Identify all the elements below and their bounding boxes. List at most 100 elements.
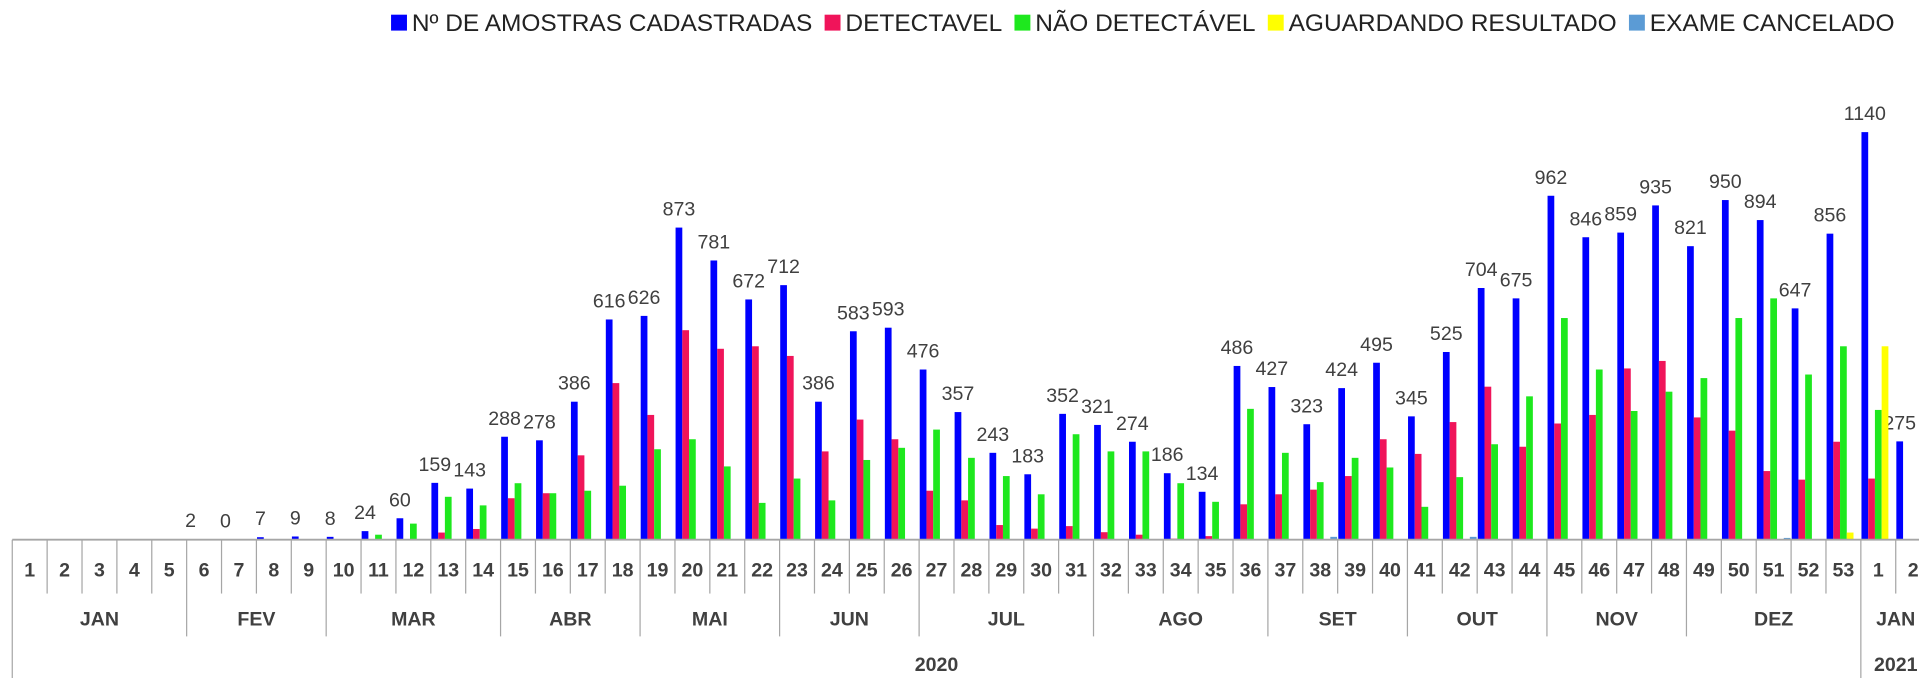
bar: [1617, 232, 1625, 540]
month-label: JUN: [830, 609, 869, 631]
data-label: 647: [1779, 279, 1812, 301]
bar: [1163, 473, 1171, 540]
bar: [786, 355, 794, 540]
x-tick-label: 9: [303, 560, 314, 582]
bar: [1735, 318, 1743, 540]
data-label: 386: [558, 373, 591, 395]
x-tick-label: 48: [1658, 560, 1680, 582]
month-label: MAR: [391, 609, 436, 631]
data-label: 386: [802, 373, 835, 395]
bar: [1728, 430, 1736, 540]
data-label: 134: [1186, 463, 1219, 485]
bar: [1770, 298, 1778, 540]
month-label: NOV: [1595, 609, 1637, 631]
data-label: 781: [697, 232, 730, 254]
bar: [891, 439, 899, 540]
bar: [821, 451, 829, 540]
bar: [1316, 482, 1324, 540]
data-label: 626: [628, 287, 661, 309]
x-tick-label: 36: [1240, 560, 1262, 582]
x-tick-label: 12: [402, 560, 424, 582]
bar: [1135, 534, 1143, 540]
bar: [1373, 362, 1380, 540]
x-tick-label: 45: [1553, 560, 1575, 582]
bar: [1310, 489, 1317, 540]
bar: [570, 401, 578, 540]
bar: [1198, 491, 1206, 540]
bar: [1212, 501, 1219, 540]
x-tick-label: 7: [234, 560, 245, 582]
legend-swatch: [824, 14, 841, 31]
data-label: 143: [453, 460, 486, 482]
bar: [856, 419, 864, 540]
data-label: 675: [1500, 269, 1533, 291]
bar: [1763, 471, 1771, 540]
bar: [745, 299, 753, 540]
x-tick-label: 50: [1728, 560, 1750, 582]
bar: [549, 493, 557, 540]
bar: [1059, 413, 1066, 540]
bar: [1554, 423, 1562, 540]
bar: [361, 531, 369, 540]
bar: [1756, 220, 1764, 540]
bar: [1442, 352, 1450, 540]
bar: [1881, 346, 1889, 540]
bar: [1233, 365, 1241, 540]
data-label: 427: [1256, 358, 1289, 380]
x-tick-label: 4: [129, 560, 140, 582]
bar: [1526, 396, 1533, 540]
data-label: 616: [593, 291, 626, 313]
x-tick-label: 42: [1449, 560, 1471, 582]
x-tick-label: 49: [1693, 560, 1715, 582]
data-label: 8: [325, 508, 336, 530]
bar: [710, 260, 718, 540]
bar: [375, 534, 382, 540]
x-tick-label: 24: [821, 560, 843, 582]
bar: [1129, 441, 1136, 540]
x-tick-label: 3: [94, 560, 105, 582]
bar: [961, 500, 969, 540]
x-tick-label: 16: [542, 560, 564, 582]
x-tick-label: 31: [1065, 560, 1087, 582]
bar: [1833, 441, 1841, 540]
bar: [723, 466, 731, 540]
legend-swatch: [1628, 14, 1645, 31]
bar: [577, 455, 585, 540]
bar: [1700, 378, 1708, 540]
bar: [1630, 410, 1638, 540]
month-label: AGO: [1158, 609, 1203, 631]
data-label: 424: [1325, 359, 1358, 381]
bar: [326, 536, 334, 540]
x-tick-label: 34: [1170, 560, 1192, 582]
legend-label: AGUARDANDO RESULTADO: [1289, 10, 1617, 37]
bar: [1721, 200, 1729, 540]
legend: Nº DE AMOSTRAS CADASTRADAS DETECTAVEL NÃO …: [391, 10, 1895, 37]
month-label: JAN: [1876, 609, 1915, 631]
bar: [542, 493, 550, 540]
x-tick-label: 44: [1519, 560, 1541, 582]
bar: [1065, 526, 1073, 540]
bar: [1484, 386, 1492, 540]
x-tick-label: 46: [1588, 560, 1610, 582]
bar: [1408, 416, 1415, 540]
legend-swatch: [391, 14, 407, 31]
bar: [1031, 528, 1038, 540]
bar: [1281, 452, 1289, 540]
bar: [954, 412, 962, 540]
x-tick-label: 14: [472, 560, 494, 582]
bar: [619, 485, 627, 540]
bar: [1840, 346, 1847, 540]
data-label: 183: [1011, 445, 1044, 467]
x-tick-label: 52: [1798, 560, 1820, 582]
bar: [1595, 369, 1603, 540]
month-label: FEV: [237, 609, 275, 631]
bar: [863, 459, 871, 540]
bar: [675, 227, 683, 540]
bar: [1351, 457, 1359, 540]
data-label: 962: [1535, 167, 1568, 189]
month-label: JUL: [988, 609, 1025, 631]
bar: [793, 478, 801, 540]
data-label: 321: [1081, 396, 1114, 418]
bar: [1100, 532, 1108, 540]
